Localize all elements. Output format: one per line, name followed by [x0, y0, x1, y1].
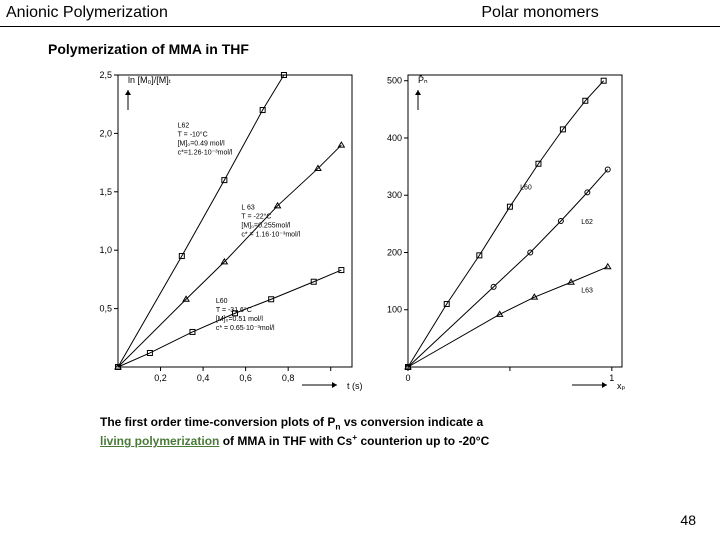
svg-text:L62: L62 [581, 219, 593, 226]
svg-text:T = -31.6°C: T = -31.6°C [216, 306, 252, 314]
svg-text:L63: L63 [581, 288, 593, 295]
svg-text:c* = 0.65·10⁻³mol/l: c* = 0.65·10⁻³mol/l [216, 325, 275, 332]
caption-text-4: counterion up to -20°C [357, 434, 489, 448]
header-row: Anionic Polymerization Polar monomers [0, 0, 720, 27]
svg-text:400: 400 [387, 133, 402, 143]
svg-text:2,5: 2,5 [99, 70, 112, 80]
svg-text:0,2: 0,2 [154, 373, 167, 383]
svg-text:300: 300 [387, 190, 402, 200]
svg-text:0,4: 0,4 [197, 373, 210, 383]
svg-text:[M]₀=0.255mol/l: [M]₀=0.255mol/l [241, 222, 290, 229]
caption-text-2: vs conversion indicate a [341, 415, 484, 429]
svg-text:2,0: 2,0 [99, 128, 112, 138]
right-chart: 0 1 100 200 300 400 500 xₚ P̄ₙ L60 L62 L63 [370, 65, 640, 405]
header-left: Anionic Polymerization [0, 0, 360, 26]
caption-green: living polymerization [100, 434, 219, 448]
caption: The first order time-conversion plots of… [0, 405, 720, 450]
svg-text:1,5: 1,5 [99, 187, 112, 197]
svg-text:T = -10°C: T = -10°C [178, 131, 208, 139]
svg-text:100: 100 [387, 305, 402, 315]
svg-text:1,0: 1,0 [99, 245, 112, 255]
svg-text:P̄ₙ: P̄ₙ [418, 75, 428, 85]
svg-text:L60: L60 [216, 298, 228, 305]
svg-text:T = -22°C: T = -22°C [241, 212, 271, 220]
svg-text:L62: L62 [178, 123, 190, 130]
svg-text:xₚ: xₚ [617, 381, 626, 391]
page-number: 48 [680, 512, 696, 528]
svg-text:0,8: 0,8 [282, 373, 295, 383]
svg-text:c* = 1.16·10⁻³mol/l: c* = 1.16·10⁻³mol/l [241, 231, 300, 238]
charts-container: 0,2 0,4 0,6 0,8 0,5 1,0 1,5 2,0 2,5 t (s) ln [M₀]/… [0, 65, 720, 405]
svg-text:[M]₀=0.51 mol/l: [M]₀=0.51 mol/l [216, 316, 264, 323]
svg-text:c*=1.26·10⁻³mol/l: c*=1.26·10⁻³mol/l [178, 150, 233, 157]
subtitle: Polymerization of MMA in THF [0, 27, 720, 65]
header-right: Polar monomers [360, 0, 720, 26]
caption-text-1: The first order time-conversion plots of… [100, 415, 335, 429]
svg-text:500: 500 [387, 76, 402, 86]
svg-text:t (s): t (s) [347, 381, 363, 391]
svg-text:[M]₀=0.49 mol/l: [M]₀=0.49 mol/l [178, 141, 226, 148]
svg-text:200: 200 [387, 247, 402, 257]
svg-text:0: 0 [405, 373, 410, 383]
svg-text:0,6: 0,6 [239, 373, 252, 383]
left-chart: 0,2 0,4 0,6 0,8 0,5 1,0 1,5 2,0 2,5 t (s) ln [M₀]/… [80, 65, 370, 405]
svg-text:L60: L60 [520, 185, 532, 192]
svg-text:1: 1 [609, 373, 614, 383]
svg-text:L 63: L 63 [241, 204, 254, 211]
caption-text-3: of MMA in THF with Cs [219, 434, 352, 448]
svg-text:ln [M₀]/[M]ₜ: ln [M₀]/[M]ₜ [128, 75, 172, 85]
svg-text:0,5: 0,5 [99, 304, 112, 314]
